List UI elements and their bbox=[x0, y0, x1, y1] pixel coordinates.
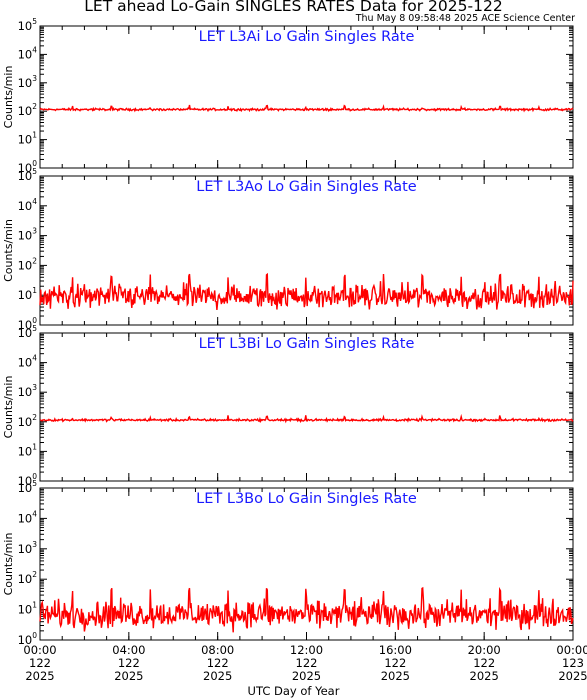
x-tick-label: 122 bbox=[207, 656, 229, 670]
x-tick-label: 122 bbox=[296, 656, 318, 670]
x-tick-label: 16:00 bbox=[379, 643, 412, 657]
y-tick-label: 102 bbox=[18, 413, 38, 429]
y-tick-label: 100 bbox=[18, 159, 38, 175]
y-axis-label: Counts/min bbox=[2, 66, 15, 129]
panel-title: LET L3Bo Lo Gain Singles Rate bbox=[196, 491, 417, 507]
y-tick-label: 101 bbox=[18, 442, 38, 458]
y-tick-label: 103 bbox=[18, 540, 38, 556]
chart-panel-1: 100 101 102 103 104 105 Counts/min LET L3Ai Lo … bbox=[2, 17, 574, 175]
panel-title: LET L3Ai Lo Gain Singles Rate bbox=[199, 29, 415, 45]
y-tick-label: 102 bbox=[18, 102, 38, 118]
chart-panel-2: 100 101 102 103 104 105 Counts/min LET L3Ao Lo … bbox=[2, 167, 574, 332]
y-tick-label: 103 bbox=[18, 227, 38, 243]
x-tick-label: 2025 bbox=[470, 669, 499, 683]
panel-title: LET L3Bi Lo Gain Singles Rate bbox=[199, 336, 415, 352]
x-tick-label: 00:00 bbox=[23, 643, 56, 657]
x-tick-label: 122 bbox=[29, 656, 51, 670]
y-axis-label: Counts/min bbox=[2, 376, 15, 439]
series-line bbox=[39, 104, 574, 113]
x-tick-label: 123 bbox=[562, 656, 584, 670]
chart-title: LET ahead Lo-Gain SINGLES RATES Data for… bbox=[84, 0, 503, 15]
y-tick-label: 105 bbox=[18, 17, 38, 33]
x-tick-label: 2025 bbox=[114, 669, 143, 683]
y-tick-label: 101 bbox=[18, 131, 38, 147]
x-tick-label: 2025 bbox=[25, 669, 54, 683]
x-tick-label: 20:00 bbox=[468, 643, 501, 657]
timestamp: Thu May 8 09:58:48 2025 ACE Science Cent… bbox=[355, 13, 575, 24]
y-tick-label: 104 bbox=[18, 354, 38, 370]
plot-frame bbox=[39, 332, 574, 482]
y-tick-label: 104 bbox=[18, 197, 38, 213]
chart-panel-4: 100 101 102 103 104 105 Counts/min LET L3Bo Lo … bbox=[2, 479, 574, 647]
x-tick-label: 08:00 bbox=[201, 643, 234, 657]
y-tick-label: 105 bbox=[18, 167, 38, 183]
y-axis-label: Counts/min bbox=[2, 219, 15, 282]
x-tick-label: 00:00 bbox=[556, 643, 587, 657]
series-line bbox=[39, 413, 574, 424]
panel-title: LET L3Ao Lo Gain Singles Rate bbox=[196, 179, 416, 195]
x-tick-label: 2025 bbox=[381, 669, 410, 683]
x-tick-label: 2025 bbox=[558, 669, 587, 683]
series-line bbox=[39, 272, 574, 310]
x-tick-label: 122 bbox=[473, 656, 495, 670]
x-tick-label: 2025 bbox=[292, 669, 321, 683]
y-tick-label: 105 bbox=[18, 324, 38, 340]
y-tick-label: 103 bbox=[18, 383, 38, 399]
x-tick-label: 12:00 bbox=[290, 643, 323, 657]
chart-panel-3: 100 101 102 103 104 105 Counts/min LET L3Bi Lo … bbox=[2, 324, 574, 488]
y-tick-label: 105 bbox=[18, 479, 38, 495]
x-tick-label: 2025 bbox=[203, 669, 232, 683]
y-tick-label: 102 bbox=[18, 570, 38, 586]
y-tick-label: 100 bbox=[18, 631, 38, 647]
series-line bbox=[39, 586, 574, 633]
y-tick-label: 101 bbox=[18, 601, 38, 617]
y-tick-label: 104 bbox=[18, 45, 38, 61]
x-tick-label: 122 bbox=[384, 656, 406, 670]
plot-frame bbox=[39, 25, 574, 169]
y-axis-label: Counts/min bbox=[2, 533, 15, 596]
x-tick-label: 122 bbox=[118, 656, 140, 670]
y-tick-label: 104 bbox=[18, 509, 38, 525]
x-tick-label: 04:00 bbox=[112, 643, 145, 657]
y-tick-label: 103 bbox=[18, 74, 38, 90]
y-tick-label: 100 bbox=[18, 472, 38, 488]
y-tick-label: 102 bbox=[18, 256, 38, 272]
y-tick-label: 101 bbox=[18, 286, 38, 302]
x-axis-label: UTC Day of Year bbox=[247, 684, 340, 698]
y-tick-label: 100 bbox=[18, 316, 38, 332]
